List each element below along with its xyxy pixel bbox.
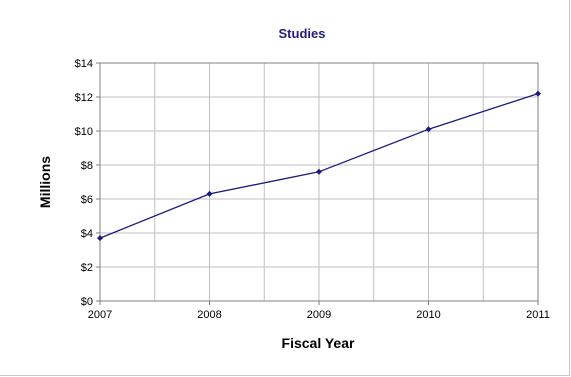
y-tick-label: $2 (81, 262, 93, 274)
y-tick-label: $14 (75, 58, 93, 70)
data-point-2010 (425, 126, 432, 133)
y-tick-label: $10 (75, 126, 93, 138)
x-tick-label: 2008 (197, 309, 221, 321)
y-axis-ticks: $0 $2 $4 $6 $8 $10 $12 $14 (75, 58, 100, 308)
x-tick-label: 2010 (416, 309, 440, 321)
data-point-2008 (206, 190, 213, 197)
y-tick-label: $6 (81, 194, 93, 206)
y-tick-label: $8 (81, 160, 93, 172)
x-tick-label: 2009 (307, 309, 331, 321)
x-tick-label: 2007 (88, 309, 112, 321)
series-group (97, 90, 541, 242)
x-tick-label: 2011 (526, 309, 550, 321)
y-tick-label: $4 (81, 228, 93, 240)
y-axis-title: Millions (37, 156, 53, 208)
x-axis-ticks: 2007 2008 2009 2010 2011 (88, 301, 550, 321)
x-axis-title: Fiscal Year (282, 335, 355, 351)
data-point-2009 (316, 168, 322, 175)
data-point-2011 (535, 90, 541, 97)
y-tick-label: $12 (75, 92, 93, 104)
data-point-2007 (97, 235, 103, 242)
chart-title: Studies (279, 26, 326, 41)
gridlines (99, 62, 539, 302)
y-tick-label: $0 (81, 296, 93, 308)
